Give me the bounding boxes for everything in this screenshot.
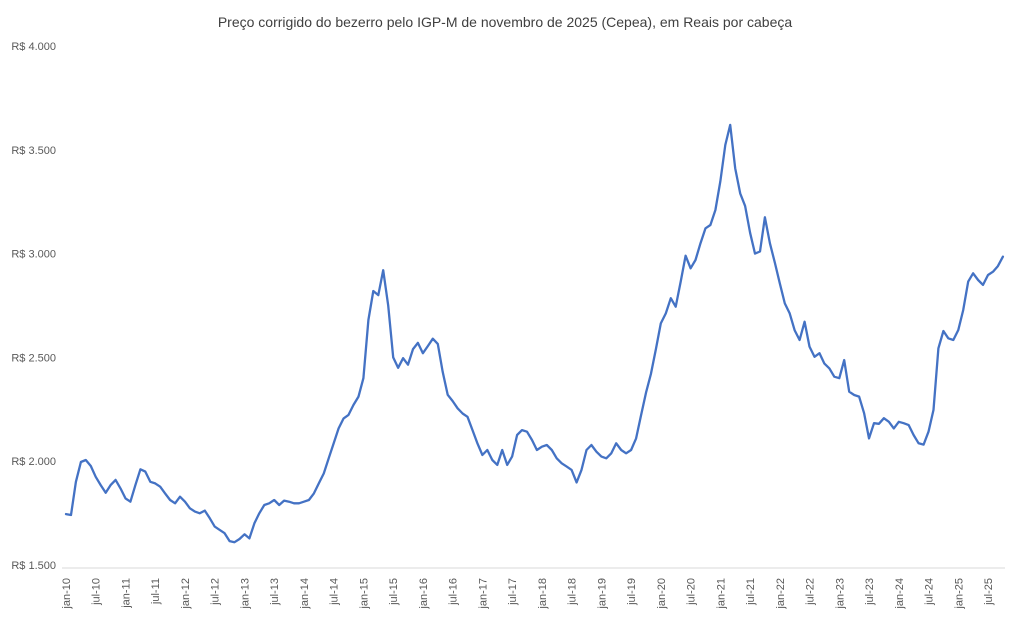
y-tick-label: R$ 1.500 bbox=[11, 560, 56, 572]
y-tick-label: R$ 2.500 bbox=[11, 352, 56, 364]
y-tick-label: R$ 3.500 bbox=[11, 145, 56, 157]
x-tick-label: jan-24 bbox=[894, 578, 906, 610]
x-tick-label: jul-17 bbox=[507, 578, 519, 606]
x-tick-label: jan-17 bbox=[477, 578, 489, 610]
x-tick-label: jan-13 bbox=[239, 578, 251, 610]
x-tick-label: jul-10 bbox=[91, 578, 103, 606]
y-tick-label: R$ 2.000 bbox=[11, 456, 56, 468]
x-tick-label: jan-18 bbox=[537, 578, 549, 610]
plot-area: R$ 4.000 R$ 3.500 R$ 3.000 R$ 2.500 R$ 2.000… bbox=[11, 41, 1005, 610]
x-tick-label: jan-10 bbox=[61, 578, 73, 610]
x-tick-label: jul-24 bbox=[924, 578, 936, 606]
x-tick-label: jul-23 bbox=[864, 578, 876, 606]
x-tick-label: jul-25 bbox=[983, 578, 995, 606]
x-tick-label: jan-23 bbox=[834, 578, 846, 610]
x-tick-label: jul-19 bbox=[626, 578, 638, 606]
x-tick-label: jan-11 bbox=[120, 578, 132, 609]
x-tick-label: jul-16 bbox=[448, 578, 460, 606]
x-tick-label: jul-14 bbox=[329, 578, 341, 606]
x-tick-label: jul-15 bbox=[388, 578, 400, 606]
y-tick-label: R$ 4.000 bbox=[11, 41, 56, 53]
x-tick-label: jul-20 bbox=[686, 578, 698, 606]
x-tick-label: jul-13 bbox=[269, 578, 281, 606]
x-tick-label: jan-20 bbox=[656, 578, 668, 610]
x-tick-label: jan-15 bbox=[358, 578, 370, 610]
x-tick-label: jan-16 bbox=[418, 578, 430, 610]
x-tick-label: jan-14 bbox=[299, 578, 311, 610]
x-tick-label: jul-11 bbox=[150, 578, 162, 605]
x-tick-label: jul-18 bbox=[567, 578, 579, 606]
chart-title: Preço corrigido do bezerro pelo IGP-M de… bbox=[218, 14, 793, 30]
x-tick-label: jan-12 bbox=[180, 578, 192, 610]
x-tick-label: jan-19 bbox=[596, 578, 608, 610]
x-tick-label: jan-25 bbox=[953, 578, 965, 610]
y-tick-label: R$ 3.000 bbox=[11, 249, 56, 261]
x-tick-label: jul-21 bbox=[745, 578, 757, 606]
x-tick-label: jan-21 bbox=[715, 578, 727, 610]
x-tick-label: jul-22 bbox=[805, 578, 817, 606]
x-tick-label: jan-22 bbox=[775, 578, 787, 610]
x-tick-label: jul-12 bbox=[210, 578, 222, 606]
price-series-line bbox=[64, 123, 1005, 544]
